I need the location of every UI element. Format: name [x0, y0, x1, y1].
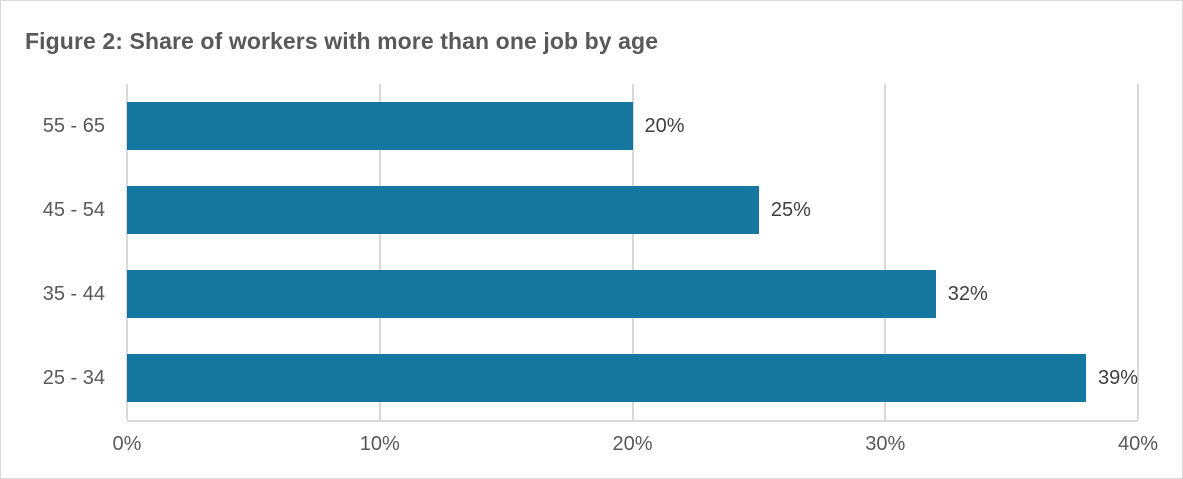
- x-axis-tick-labels: 0% 10% 20% 30% 40%: [113, 433, 1158, 461]
- bar-55-65: [127, 102, 633, 150]
- bar-row-45-54: 25%: [127, 168, 1138, 252]
- bar-25-34: [127, 354, 1086, 402]
- data-label-45-54: 25%: [770, 198, 811, 221]
- bar-row-55-65: 20%: [127, 84, 1138, 168]
- category-label-35-44: 35 - 44: [42, 282, 105, 305]
- bar-row-35-44: 32%: [127, 252, 1138, 336]
- chart-title: Figure 2: Share of workers with more tha…: [25, 28, 659, 54]
- category-label-55-65: 55 - 65: [42, 114, 105, 137]
- x-tick-0pct: 0%: [112, 433, 142, 455]
- gridline-20pct: [631, 84, 634, 420]
- bar-row-25-34: 39%: [127, 336, 1138, 420]
- bar-45-54: [127, 186, 759, 234]
- x-tick-30pct: 30%: [865, 433, 906, 455]
- x-tick-20pct: 20%: [612, 433, 653, 455]
- data-label-35-44: 32%: [947, 282, 988, 305]
- x-axis-line: [127, 420, 1138, 422]
- gridline-40pct: [1137, 84, 1139, 420]
- gridline-30pct: [884, 84, 887, 420]
- bar-35-44: [127, 270, 936, 318]
- category-label-45-54: 45 - 54: [42, 198, 105, 221]
- data-label-25-34: 39%: [1097, 366, 1138, 389]
- gridline-0pct: [126, 84, 128, 420]
- y-axis-category-labels: 55 - 65 45 - 54 35 - 44 25 - 34: [1, 84, 113, 420]
- category-label-25-34: 25 - 34: [42, 366, 105, 389]
- plot-area: 20% 25% 32% 39%: [126, 84, 1139, 422]
- data-label-55-65: 20%: [644, 114, 685, 137]
- x-tick-10pct: 10%: [359, 433, 400, 455]
- gridline-10pct: [378, 84, 381, 420]
- x-tick-40pct: 40%: [1117, 433, 1159, 455]
- bar-rows: 20% 25% 32% 39%: [127, 84, 1138, 420]
